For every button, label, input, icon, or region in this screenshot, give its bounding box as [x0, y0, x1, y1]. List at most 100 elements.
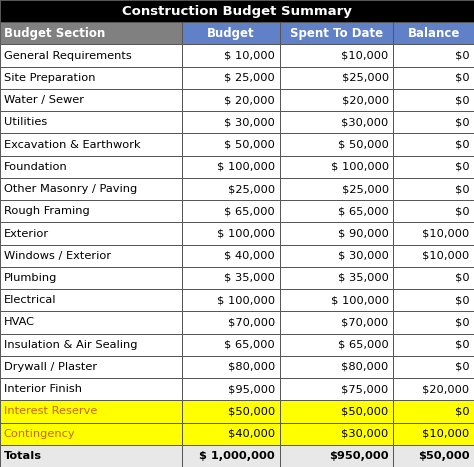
Bar — [0, 67, 182, 89]
Bar — [0, 200, 182, 222]
Text: Drywall / Plaster: Drywall / Plaster — [4, 362, 97, 372]
Text: $0: $0 — [455, 318, 469, 327]
Text: $0: $0 — [455, 206, 469, 216]
Bar — [0, 245, 182, 267]
Text: $950,000: $950,000 — [329, 451, 389, 461]
Bar — [393, 67, 474, 89]
Bar — [0, 311, 182, 333]
Text: Spent To Date: Spent To Date — [290, 27, 383, 40]
Bar — [182, 67, 280, 89]
Text: HVAC: HVAC — [4, 318, 35, 327]
Text: Interior Finish: Interior Finish — [4, 384, 82, 394]
Bar — [280, 400, 393, 423]
Bar — [182, 267, 280, 289]
Bar — [393, 289, 474, 311]
Bar — [0, 156, 182, 178]
Text: $0: $0 — [455, 162, 469, 172]
Text: $ 50,000: $ 50,000 — [338, 140, 389, 149]
Bar — [280, 423, 393, 445]
Bar — [0, 400, 182, 423]
Bar — [182, 156, 280, 178]
Text: $40,000: $40,000 — [228, 429, 275, 439]
Bar — [280, 245, 393, 267]
Bar — [280, 445, 393, 467]
Text: $ 10,000: $ 10,000 — [224, 50, 275, 61]
Text: $ 65,000: $ 65,000 — [338, 340, 389, 350]
Bar — [182, 289, 280, 311]
Text: $ 1,000,000: $ 1,000,000 — [199, 451, 275, 461]
Bar — [393, 222, 474, 245]
Text: $ 100,000: $ 100,000 — [217, 295, 275, 305]
Bar — [280, 311, 393, 333]
Text: General Requirements: General Requirements — [4, 50, 132, 61]
Text: Foundation: Foundation — [4, 162, 67, 172]
Bar — [393, 178, 474, 200]
Text: $ 40,000: $ 40,000 — [224, 251, 275, 261]
Text: $ 65,000: $ 65,000 — [224, 340, 275, 350]
Bar — [393, 44, 474, 67]
Text: $50,000: $50,000 — [418, 451, 469, 461]
Bar — [280, 22, 393, 44]
Text: Water / Sewer: Water / Sewer — [4, 95, 84, 105]
Text: $ 100,000: $ 100,000 — [217, 228, 275, 239]
Text: $0: $0 — [455, 140, 469, 149]
Text: Utilities: Utilities — [4, 117, 47, 127]
Bar — [393, 267, 474, 289]
Text: $0: $0 — [455, 184, 469, 194]
Bar — [0, 0, 474, 22]
Bar — [0, 22, 182, 44]
Bar — [280, 378, 393, 400]
Text: $ 35,000: $ 35,000 — [338, 273, 389, 283]
Bar — [280, 134, 393, 156]
Bar — [182, 311, 280, 333]
Text: $ 100,000: $ 100,000 — [330, 295, 389, 305]
Text: $10,000: $10,000 — [422, 251, 469, 261]
Text: Construction Budget Summary: Construction Budget Summary — [122, 5, 352, 18]
Bar — [280, 333, 393, 356]
Text: $ 30,000: $ 30,000 — [338, 251, 389, 261]
Bar — [393, 156, 474, 178]
Bar — [280, 200, 393, 222]
Bar — [0, 423, 182, 445]
Bar — [182, 356, 280, 378]
Bar — [393, 311, 474, 333]
Bar — [182, 111, 280, 134]
Text: $0: $0 — [455, 406, 469, 417]
Text: $0: $0 — [455, 50, 469, 61]
Bar — [393, 200, 474, 222]
Bar — [182, 44, 280, 67]
Bar — [280, 111, 393, 134]
Bar — [280, 267, 393, 289]
Bar — [393, 400, 474, 423]
Text: $30,000: $30,000 — [341, 429, 389, 439]
Bar — [280, 44, 393, 67]
Text: $20,000: $20,000 — [342, 95, 389, 105]
Text: $ 90,000: $ 90,000 — [338, 228, 389, 239]
Text: $0: $0 — [455, 95, 469, 105]
Text: $ 30,000: $ 30,000 — [224, 117, 275, 127]
Text: Exterior: Exterior — [4, 228, 49, 239]
Text: Rough Framing: Rough Framing — [4, 206, 90, 216]
Bar — [393, 89, 474, 111]
Bar — [182, 333, 280, 356]
Text: $ 100,000: $ 100,000 — [217, 162, 275, 172]
Bar — [280, 156, 393, 178]
Text: $10,000: $10,000 — [341, 50, 389, 61]
Bar — [0, 378, 182, 400]
Bar — [0, 222, 182, 245]
Text: Totals: Totals — [4, 451, 42, 461]
Bar — [182, 245, 280, 267]
Text: Balance: Balance — [408, 27, 460, 40]
Text: $80,000: $80,000 — [341, 362, 389, 372]
Text: $ 35,000: $ 35,000 — [224, 273, 275, 283]
Bar — [182, 378, 280, 400]
Bar — [280, 356, 393, 378]
Bar — [280, 222, 393, 245]
Text: Plumbing: Plumbing — [4, 273, 57, 283]
Bar — [280, 178, 393, 200]
Text: $0: $0 — [455, 295, 469, 305]
Bar — [280, 289, 393, 311]
Text: $0: $0 — [455, 117, 469, 127]
Bar — [393, 111, 474, 134]
Text: Contingency: Contingency — [4, 429, 75, 439]
